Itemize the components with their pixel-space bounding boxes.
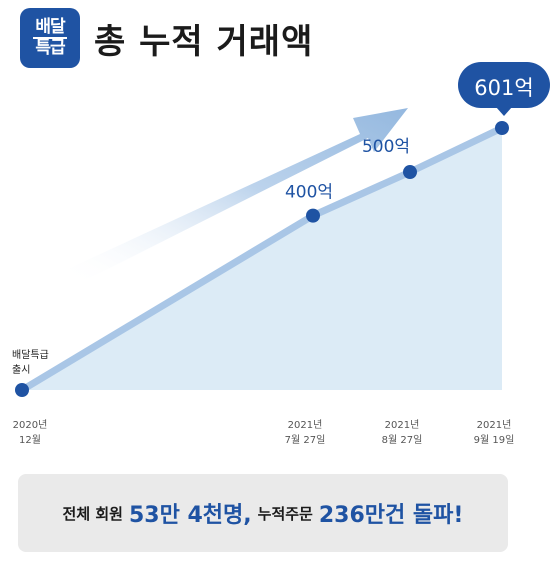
x-tick-label-4-line2: 9월 19일	[474, 434, 515, 446]
value-label-500: 500억	[362, 137, 410, 157]
x-tick-label-2-line2: 7월 27일	[285, 434, 326, 446]
x-tick-label-1-line1: 2020년	[13, 419, 48, 431]
launch-label-line1: 배달특급	[12, 349, 49, 361]
page-title: 총 누적 거래액	[94, 21, 314, 62]
callout-pointer	[496, 107, 512, 116]
data-point-1	[15, 383, 29, 397]
trend-arrow	[70, 108, 408, 284]
logo-text-top: 배달	[33, 17, 67, 39]
series-line	[18, 124, 506, 394]
x-tick-label-2-line1: 2021년	[288, 419, 323, 431]
summary-orders-label: 누적주문	[257, 504, 313, 523]
data-point-2	[306, 208, 320, 223]
value-label-601: 601억	[474, 76, 533, 100]
brand-logo: 배달 특급	[20, 8, 80, 68]
summary-orders-value: 236만건 돌파!	[318, 503, 464, 528]
summary-members-value: 53만 4천명,	[128, 503, 252, 528]
x-tick-label-4-line1: 2021년	[477, 419, 512, 431]
data-point-4	[495, 121, 509, 135]
summary-banner: 전체 회원 53만 4천명, 누적주문 236만건 돌파!	[18, 474, 508, 552]
x-tick-label-3-line2: 8월 27일	[382, 434, 423, 446]
header: 배달 특급 총 누적 거래액	[20, 6, 313, 70]
area-fill	[22, 128, 502, 390]
logo-text-bottom: 특급	[35, 38, 65, 58]
x-tick-label-1-line2: 12월	[19, 434, 41, 446]
callout-bubble	[458, 62, 550, 108]
summary-members-label: 전체 회원	[62, 504, 123, 523]
data-point-3	[403, 165, 417, 180]
value-label-400: 400억	[285, 183, 333, 203]
x-tick-label-3-line1: 2021년	[385, 419, 420, 431]
launch-label-line2: 출시	[12, 364, 30, 376]
